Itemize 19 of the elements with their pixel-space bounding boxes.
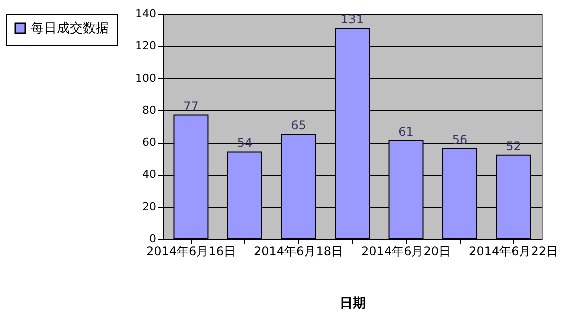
x-tick-label: 2014年6月22日 [469, 244, 559, 258]
x-axis-title: 日期 [340, 296, 366, 312]
data-label: 52 [506, 139, 522, 154]
x-tick-label: 2014年6月16日 [146, 244, 236, 258]
y-tick-label: 140 [136, 8, 156, 20]
y-tick-label: 0 [150, 232, 156, 246]
y-tick-label: 20 [142, 200, 156, 214]
legend-label: 每日成交数据 [31, 20, 109, 36]
y-tick-label: 100 [136, 72, 156, 85]
y-tick-label: 40 [142, 168, 156, 182]
y-tick-label: 120 [136, 40, 156, 53]
data-label: 65 [291, 118, 306, 133]
x-tick-label: 2014年6月18日 [254, 244, 344, 258]
y-tick-label: 60 [142, 136, 156, 150]
data-label: 131 [341, 12, 364, 26]
data-label: 61 [398, 124, 414, 139]
data-label: 77 [184, 99, 199, 114]
y-tick-label: 80 [142, 104, 156, 117]
x-tick-label: 2014年6月20日 [362, 244, 451, 258]
